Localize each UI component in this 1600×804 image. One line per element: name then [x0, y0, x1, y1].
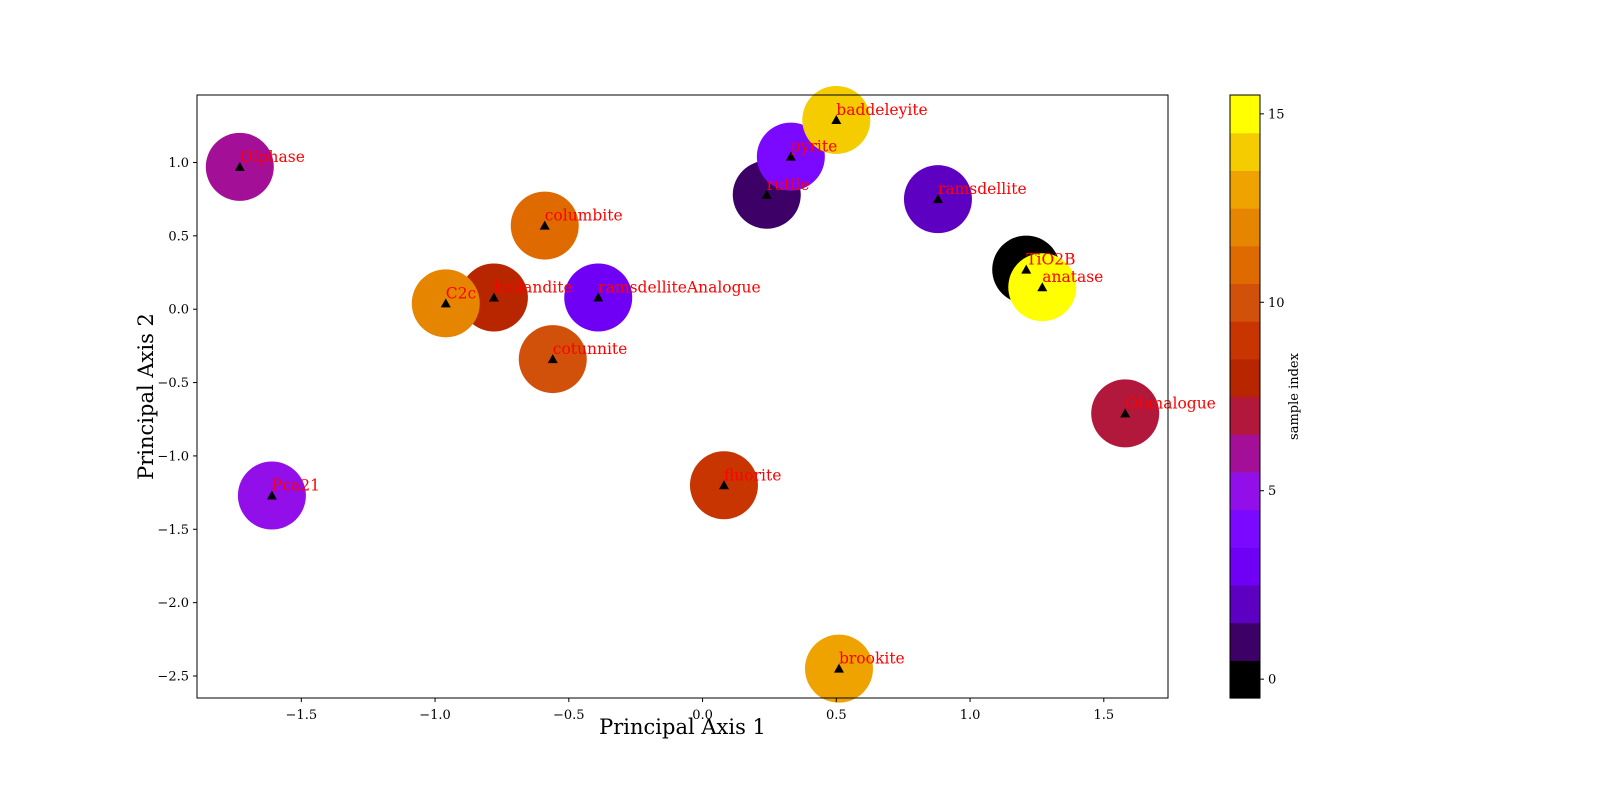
colorbar-segment — [1230, 509, 1260, 548]
colorbar-segment — [1230, 358, 1260, 398]
y-axis-title: Principal Axis 2 — [134, 313, 158, 480]
y-tick-label: −2.5 — [157, 669, 189, 684]
colorbar-title: sample index — [1287, 352, 1302, 440]
x-tick-label: −0.5 — [553, 708, 585, 723]
marker-triangle — [1120, 408, 1131, 418]
x-tick-label: −1.5 — [286, 708, 318, 723]
marker-triangle — [932, 194, 943, 204]
marker-triangle — [761, 189, 772, 199]
marker-triangle — [440, 298, 451, 308]
x-tick-label: −1.0 — [419, 708, 451, 723]
marker-triangle — [1037, 282, 1048, 292]
y-tick-label: 1.0 — [168, 156, 189, 171]
marker-triangle — [488, 292, 499, 302]
marker-triangle — [547, 354, 558, 364]
colorbar-segment — [1230, 170, 1260, 209]
marker-triangle — [234, 161, 245, 171]
colorbar-segment — [1230, 208, 1260, 247]
point-label: rutile — [767, 176, 810, 194]
point-labels: TiO2B rutile ramsdellite ramsdelliteAnalogu… — [240, 101, 1216, 668]
marker-triangle — [1021, 264, 1032, 274]
x-tick-label: 0.0 — [692, 708, 713, 723]
colorbar-tick-label: 0 — [1268, 673, 1276, 688]
x-tick-label: 1.0 — [960, 708, 981, 723]
marker-triangle — [831, 114, 842, 124]
colorbar-segment — [1230, 547, 1260, 586]
point-label: TiO2B — [1026, 251, 1075, 269]
colorbar-segment — [1230, 132, 1260, 171]
colorbar-segment — [1230, 321, 1260, 360]
point-label: OIphase — [240, 148, 305, 166]
colorbar-segment — [1230, 660, 1260, 699]
x-axis-title: Principal Axis 1 — [599, 715, 766, 739]
y-tick-label: −1.0 — [157, 449, 189, 464]
colorbar-segment — [1230, 434, 1260, 473]
x-axis-ticks: −1.5 −1.0 −0.5 0.0 0.5 1.0 1.5 — [286, 698, 1114, 723]
point-label: Pca21 — [272, 477, 320, 495]
y-axis-ticks: 1.0 0.5 0.0 −0.5 −1.0 −1.5 −2.0 −2.5 — [157, 156, 197, 684]
colorbar — [1230, 95, 1260, 699]
marker-triangle — [593, 292, 604, 302]
colorbar-segment — [1230, 584, 1260, 624]
point-label: columbite — [545, 207, 623, 225]
colorbar-segment — [1230, 245, 1260, 285]
x-tick-label: 1.5 — [1093, 708, 1114, 723]
plot-frame — [196, 94, 1169, 699]
point-label: baddeleyite — [836, 101, 927, 119]
colorbar-segment — [1230, 283, 1260, 322]
colorbar-segment — [1230, 95, 1260, 134]
marker-triangles — [234, 114, 1131, 673]
point-label: fluorite — [724, 466, 781, 484]
point-label: brookite — [839, 650, 905, 668]
colorbar-segment — [1230, 622, 1260, 661]
point-label: ramsdellite — [938, 180, 1027, 198]
marker-triangle — [785, 151, 796, 161]
point-label: anatase — [1042, 268, 1103, 286]
colorbar-ticks: 0 5 10 15 — [1260, 107, 1285, 688]
colorbar-tick-label: 10 — [1268, 296, 1285, 311]
y-tick-label: 0.0 — [168, 303, 189, 318]
x-tick-label: 0.5 — [826, 708, 847, 723]
point-label: hollandite — [494, 278, 573, 296]
point-label: cotunnite — [553, 340, 628, 358]
colorbar-tick-label: 15 — [1268, 107, 1285, 122]
point-label: pyrite — [791, 138, 837, 156]
y-tick-label: 0.5 — [168, 229, 189, 244]
marker-triangle — [718, 480, 729, 490]
y-tick-label: −0.5 — [157, 376, 189, 391]
point-label: C2c — [446, 284, 476, 302]
y-tick-label: −1.5 — [157, 523, 189, 538]
colorbar-segment — [1230, 471, 1260, 511]
point-label: OIanalogue — [1125, 394, 1216, 412]
marker-triangle — [539, 220, 550, 230]
marker-triangle — [266, 490, 277, 500]
colorbar-segment — [1230, 396, 1260, 435]
colorbar-tick-label: 5 — [1268, 484, 1276, 499]
y-tick-label: −2.0 — [157, 596, 189, 611]
marker-triangle — [833, 663, 844, 673]
colorbar-frame — [1229, 94, 1261, 699]
marker-circles — [205, 85, 1160, 703]
point-label: ramsdelliteAnalogue — [598, 278, 760, 296]
